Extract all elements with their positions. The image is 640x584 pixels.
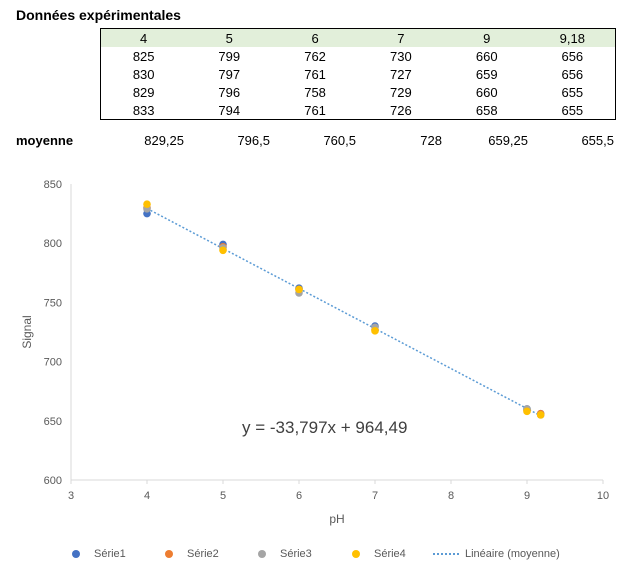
legend-item: Série1 <box>72 548 126 560</box>
section-title: Données expérimentales <box>16 7 181 23</box>
x-tick-labels: 3 4 5 6 7 8 9 10 <box>68 480 609 502</box>
data-point-série4 <box>523 407 531 416</box>
legend-item: Linéaire (moyenne) <box>433 548 560 560</box>
table-cell: 833 <box>132 102 155 118</box>
header-cell: 9,18 <box>529 28 616 47</box>
y-tick-label: 700 <box>44 357 62 369</box>
x-axis-label: pH <box>329 512 344 526</box>
table-cell: 655 <box>561 84 584 100</box>
table-row: 833 794 761 726 658 655 <box>101 101 616 120</box>
header-cell: 9 <box>443 28 530 47</box>
legend-marker <box>165 550 173 558</box>
x-tick-label: 3 <box>68 490 74 502</box>
table-cell: 761 <box>304 66 326 82</box>
legend-label: Linéaire (moyenne) <box>465 548 560 560</box>
legend-marker <box>72 550 80 558</box>
chart-axes <box>70 184 603 481</box>
chart-legend: Série1 Série2 Série3 Série4 Linéaire (mo… <box>0 548 640 568</box>
table-row: 825 799 762 730 660 656 <box>101 47 616 65</box>
mean-value: 728 <box>420 133 442 148</box>
y-tick-label: 850 <box>44 179 62 191</box>
legend-item: Série2 <box>165 548 219 560</box>
table-cell: 660 <box>475 48 498 64</box>
table-cell: 729 <box>390 84 412 100</box>
legend-marker <box>258 550 266 558</box>
table-cell: 830 <box>132 66 155 82</box>
data-point-série4 <box>219 246 227 255</box>
x-tick-label: 7 <box>372 490 378 502</box>
table-cell: 730 <box>390 48 412 64</box>
legend-trendline-marker <box>433 553 459 555</box>
table-cell: 655 <box>561 102 584 118</box>
y-axis-label: Signal <box>20 315 34 348</box>
scatter-chart: 3 4 5 6 7 8 9 10 600 650 700 750 800 850 pH Signal y… <box>20 179 609 526</box>
y-tick-label: 600 <box>44 475 62 487</box>
data-point-série4 <box>536 411 545 419</box>
table-header-row: 4 5 6 7 9 9,18 <box>100 28 616 47</box>
mean-value: 655,5 <box>581 133 614 148</box>
x-tick-label: 5 <box>220 490 226 502</box>
table-cell: 659 <box>475 66 498 82</box>
trendline <box>146 207 542 417</box>
header-cell: 6 <box>272 28 358 47</box>
y-tick-label: 750 <box>44 297 62 309</box>
mean-value: 829,25 <box>144 133 184 148</box>
mean-value: 760,5 <box>323 133 356 148</box>
table-cell: 796 <box>218 84 241 100</box>
table-row: 830 797 761 727 659 656 <box>101 65 616 83</box>
x-tick-label: 9 <box>524 490 530 502</box>
legend-label: Série4 <box>374 548 406 560</box>
y-tick-label: 800 <box>44 238 62 250</box>
data-points <box>143 200 545 419</box>
legend-marker <box>352 550 360 558</box>
table-cell: 656 <box>561 48 584 64</box>
table-cell: 799 <box>218 48 241 64</box>
legend-label: Série2 <box>187 548 219 560</box>
table-cell: 797 <box>218 66 241 82</box>
data-point-série4 <box>295 285 303 294</box>
trendline-equation: y = -33,797x + 964,49 <box>242 418 407 437</box>
data-point-série4 <box>371 327 379 335</box>
table-cell: 658 <box>475 102 498 118</box>
mean-value: 659,25 <box>488 133 528 148</box>
table-row: 829 796 758 729 660 655 <box>101 83 616 101</box>
x-tick-label: 6 <box>296 490 302 502</box>
table-cell: 794 <box>218 102 241 118</box>
legend-label: Série3 <box>280 548 312 560</box>
data-point-série4 <box>143 200 151 208</box>
legend-item: Série3 <box>258 548 312 560</box>
x-tick-label: 10 <box>597 490 609 502</box>
header-cell: 7 <box>357 28 444 47</box>
x-tick-label: 4 <box>144 490 150 502</box>
table-cell: 762 <box>304 48 326 64</box>
table-cell: 727 <box>390 66 412 82</box>
table-cell: 829 <box>132 84 155 100</box>
table-cell: 825 <box>132 48 155 64</box>
table-cell: 761 <box>304 102 326 118</box>
mean-value: 796,5 <box>237 133 270 148</box>
table-cell: 758 <box>304 84 326 100</box>
legend-item: Série4 <box>352 548 406 560</box>
header-cell: 4 <box>100 28 187 47</box>
x-tick-label: 8 <box>448 490 454 502</box>
data-table: 4 5 6 7 9 9,18 825 799 762 730 660 656 8… <box>100 28 616 120</box>
y-tick-label: 650 <box>44 416 62 428</box>
table-cell: 656 <box>561 66 584 82</box>
header-cell: 5 <box>186 28 273 47</box>
mean-label: moyenne <box>16 133 74 148</box>
legend-label: Série1 <box>94 548 126 560</box>
table-cell: 726 <box>390 102 412 118</box>
mean-row: 829,25 796,5 760,5 728 659,25 655,5 <box>100 133 616 148</box>
y-tick-labels: 600 650 700 750 800 850 <box>44 179 62 487</box>
table-cell: 660 <box>475 84 498 100</box>
